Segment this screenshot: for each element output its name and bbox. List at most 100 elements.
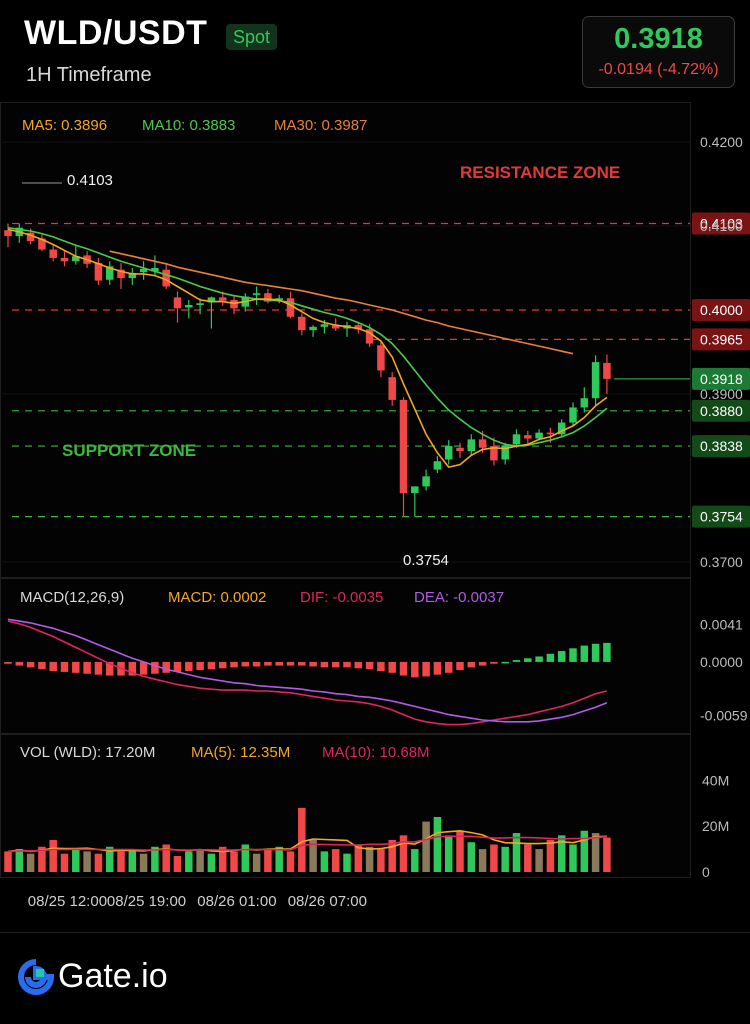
support-zone-label: SUPPORT ZONE — [62, 441, 196, 460]
volume-bar — [456, 830, 464, 872]
macd-bar-negative — [139, 661, 148, 675]
volume-bar — [117, 851, 125, 872]
legend-dif: DIF: -0.0035 — [300, 589, 383, 606]
candle-body-up — [557, 422, 566, 435]
candle-body-up — [309, 326, 317, 331]
macd-bar-negative — [128, 661, 137, 676]
volume-bar — [354, 844, 363, 872]
macd-dif-line — [7, 620, 608, 726]
vol-ma10-line — [7, 835, 607, 853]
macd-bar-negative — [444, 661, 453, 673]
volume-bar — [38, 846, 46, 872]
candle-body-down — [331, 325, 340, 329]
candle-body-down — [603, 362, 611, 379]
ma5-line — [7, 228, 608, 468]
low-price-label: 0.3754 — [403, 552, 449, 569]
volume-bar — [230, 851, 238, 872]
legend-macd: MACD: 0.0002 — [168, 589, 266, 606]
macd-bar-negative — [388, 661, 396, 673]
volume-axis-tick: 0 — [702, 864, 710, 880]
level-tag-resistance — [692, 299, 750, 321]
volume-bar — [603, 837, 611, 872]
level-tag-label: 0.3838 — [700, 438, 743, 454]
level-tag-support — [692, 399, 750, 422]
macd-axis-tick: 0.0041 — [700, 617, 743, 633]
volume-bar — [557, 835, 566, 872]
timeframe-label[interactable]: 1H Timeframe — [26, 64, 152, 86]
level-tag-label: 0.4103 — [700, 215, 743, 231]
chart-area[interactable]: 0.4103 0.4000 0.3965 0.3918 0.3880 0.3838 0.37… — [0, 102, 750, 932]
candle-body-up — [320, 324, 329, 327]
price-axis-tick: 0.3900 — [700, 386, 743, 402]
market-type-badge: Spot — [226, 24, 278, 50]
volume-bar — [444, 835, 453, 872]
volume-bar — [275, 846, 283, 872]
volume-bar — [241, 844, 250, 872]
candle-body-down — [117, 269, 125, 279]
macd-bar-positive — [569, 648, 577, 662]
level-tag-label: 0.3918 — [700, 371, 743, 387]
candlestick-chart[interactable]: 0.4103 0.4000 0.3965 0.3918 0.3880 0.3838 0.37… — [0, 102, 750, 932]
price-panel-frame — [0, 102, 691, 578]
macd-bar-negative — [456, 661, 464, 671]
candle-body-up — [433, 461, 442, 470]
candle-body-up — [207, 297, 216, 303]
macd-bar-positive — [535, 656, 543, 662]
volume-bar — [49, 839, 57, 872]
volume-bar — [286, 851, 295, 872]
candle-body-up — [185, 304, 193, 308]
pair-title[interactable]: WLD/USDT — [24, 14, 208, 52]
candle-body-down — [230, 299, 238, 309]
macd-title: MACD(12,26,9) — [20, 589, 124, 606]
macd-bar-negative — [162, 661, 170, 673]
candle-body-up — [151, 268, 159, 272]
macd-bar-negative — [377, 661, 385, 671]
axis-labels: 0.4200 0.4100 0.3900 0.3700 0.0041 0.0000 -0.0… — [28, 134, 748, 910]
macd-bar-negative — [309, 661, 317, 667]
candle-body-up — [512, 434, 521, 445]
legend-ma5: MA5: 0.3896 — [22, 117, 107, 134]
legend-ma10: MA10: 0.3883 — [142, 117, 235, 134]
candle-body-down — [173, 297, 182, 309]
candle-body-down — [524, 435, 532, 439]
candle-body-down — [60, 257, 69, 262]
volume-bar — [128, 849, 137, 872]
volume-bar — [490, 844, 498, 872]
macd-bar-negative — [26, 661, 35, 668]
legend-ma30: MA30: 0.3987 — [274, 117, 367, 134]
candle-body-down — [365, 329, 374, 344]
volume-bar — [162, 844, 170, 872]
macd-bar-negative — [4, 661, 12, 664]
volume-bar — [185, 851, 193, 872]
macd-bar-positive — [501, 661, 509, 664]
macd-bar-negative — [60, 661, 69, 672]
resistance-zone-label: RESISTANCE ZONE — [460, 163, 620, 182]
candle-body-up — [252, 293, 261, 295]
macd-bar-negative — [286, 661, 295, 666]
price-axis-tick: 0.4200 — [700, 134, 743, 150]
macd-bar-negative — [365, 661, 374, 670]
macd-bar-positive — [591, 643, 600, 662]
macd-bar-negative — [320, 661, 329, 668]
volume-bar — [377, 849, 385, 872]
macd-bar-negative — [196, 661, 204, 671]
candle-body-down — [456, 447, 464, 452]
macd-bar-negative — [173, 661, 182, 672]
volume-bar — [298, 807, 306, 872]
volume-axis-tick: 20M — [702, 818, 729, 834]
volume-bar — [478, 849, 487, 872]
macd-bar-negative — [411, 661, 419, 678]
level-tag-support — [692, 435, 750, 458]
candle-body-down — [546, 432, 555, 435]
volume-bar — [580, 830, 589, 872]
ma10-line — [7, 226, 608, 447]
macd-bar-negative — [399, 661, 408, 676]
ticker-header: WLD/USDT Spot 1H Timeframe 0.3918 -0.019… — [0, 0, 750, 100]
candle-body-down — [264, 293, 272, 302]
volume-bar — [173, 855, 182, 872]
grid-lines — [0, 141, 690, 563]
macd-bar-negative — [185, 661, 193, 671]
legend-vol-ma10: MA(10): 10.68M — [322, 744, 430, 761]
moving-average-lines — [7, 226, 608, 468]
level-tag-support — [692, 505, 750, 528]
